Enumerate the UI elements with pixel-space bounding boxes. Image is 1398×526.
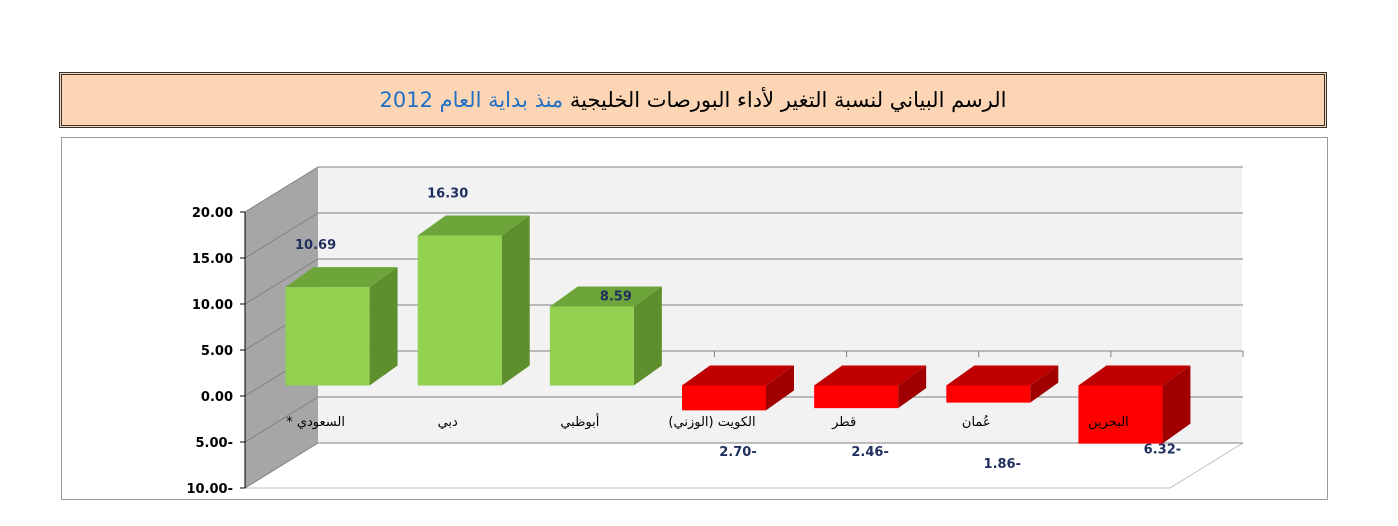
- floor-edge: [245, 442, 1244, 489]
- bar: [682, 385, 766, 411]
- bar-side-face: [633, 286, 662, 386]
- bar-side-face: [1162, 365, 1191, 444]
- y-tick-label: 10.00: [192, 298, 233, 313]
- gridline-side: [244, 166, 319, 213]
- bar: [285, 287, 370, 386]
- bar: [417, 235, 502, 386]
- category-label: السعودي *: [286, 415, 345, 430]
- data-label: 16.30: [427, 187, 468, 202]
- category-label: أبوظبي: [560, 413, 599, 430]
- data-label: 1.86-: [984, 457, 1021, 472]
- bar-top-face: [682, 365, 794, 386]
- bar-side-face: [898, 365, 927, 409]
- bar-side-face: [766, 365, 794, 411]
- bar-top-face: [285, 267, 398, 288]
- category-label: قطر: [831, 415, 856, 430]
- chart-title-box: الرسم البياني لنسبة التغير لأداء البورصا…: [59, 72, 1327, 128]
- bar: [549, 306, 634, 386]
- y-tick-label: 10.00-: [186, 482, 233, 497]
- category-label: الكويت (الوزني): [668, 415, 755, 430]
- gridline-side: [244, 212, 319, 259]
- chart-title-main: الرسم البياني لنسبة التغير لأداء البورصا…: [569, 88, 1007, 112]
- y-tick-label: 0.00: [201, 390, 233, 405]
- y-tick-label: 20.00: [192, 206, 233, 221]
- gridline-side: [244, 258, 319, 305]
- data-label: 8.59: [600, 289, 632, 304]
- bar: [1078, 385, 1163, 444]
- category-label: عُمان: [962, 414, 991, 430]
- bar-top-face: [417, 215, 530, 236]
- bar-side-face: [1030, 365, 1059, 403]
- bar: [814, 385, 899, 409]
- y-tick-label: 5.00: [201, 344, 233, 359]
- bar-top-face: [814, 365, 927, 386]
- data-label: 6.32-: [1144, 443, 1181, 458]
- bar-top-face: [1078, 365, 1191, 386]
- bar-side-face: [501, 215, 530, 386]
- bar-top-face: [946, 365, 1059, 386]
- data-label: 10.69: [295, 238, 336, 253]
- y-tick-label: 15.00: [192, 252, 233, 267]
- data-label: 2.46-: [851, 445, 888, 460]
- gridline-side: [244, 442, 319, 489]
- bar-side-face: [369, 267, 398, 386]
- gridline-side: [244, 396, 319, 443]
- bar: [946, 385, 1031, 403]
- chart-title: الرسم البياني لنسبة التغير لأداء البورصا…: [380, 88, 1007, 112]
- bar-top-face: [549, 286, 662, 307]
- category-label: دبي: [438, 415, 458, 430]
- y-tick-label: 5.00-: [196, 436, 233, 451]
- data-label: 2.70-: [719, 445, 756, 460]
- category-label: البحرين: [1088, 415, 1129, 430]
- chart-title-accent: منذ بداية العام 2012: [379, 88, 564, 112]
